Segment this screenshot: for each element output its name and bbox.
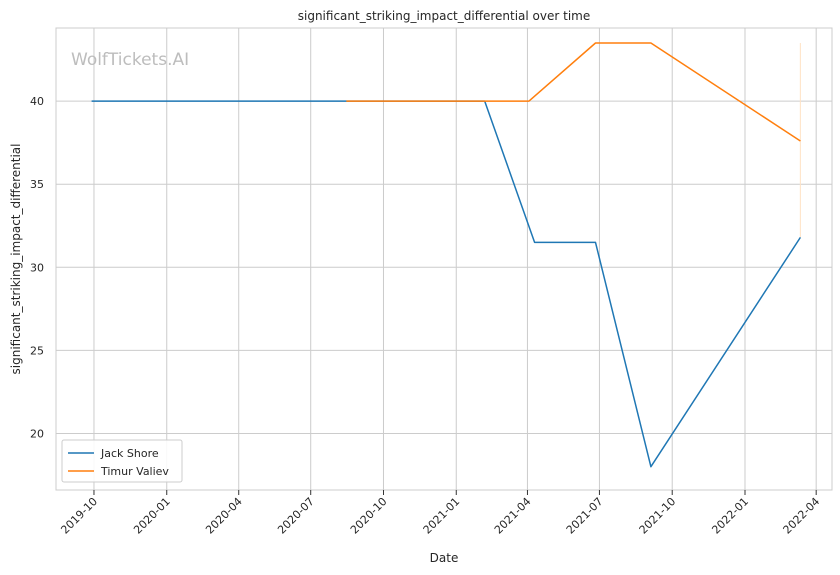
y-axis-label: significant_striking_impact_differential <box>9 144 23 375</box>
y-ticks: 20 25 30 35 40 <box>30 95 44 440</box>
x-tick-label: 2020-04 <box>203 495 245 537</box>
x-tick-label: 2020-10 <box>348 495 390 537</box>
plot-area <box>55 27 833 491</box>
x-tick-label: 2021-10 <box>637 495 679 537</box>
x-tick-label: 2020-07 <box>275 495 317 537</box>
x-tick-label: 2022-04 <box>781 495 823 537</box>
legend-label: Timur Valiev <box>100 465 169 478</box>
x-tick-label: 2021-04 <box>492 495 534 537</box>
x-tick-label: 2022-01 <box>709 495 751 537</box>
x-axis-label: Date <box>430 551 459 565</box>
watermark: WolfTickets.AI <box>71 50 189 70</box>
x-tick-label: 2021-07 <box>564 495 606 537</box>
series-line-1 <box>346 42 801 142</box>
chart-title: significant_striking_impact_differential… <box>298 9 590 23</box>
y-tick-label: 40 <box>30 95 44 108</box>
x-tick-label: 2020-01 <box>131 495 173 537</box>
x-tick-label: 2021-01 <box>421 495 463 537</box>
y-tick-label: 20 <box>30 427 44 440</box>
y-tick-label: 30 <box>30 261 44 274</box>
grid <box>56 28 832 490</box>
legend: Jack Shore Timur Valiev <box>61 439 183 483</box>
x-ticks: 2019-10 2020-01 2020-04 2020-07 2020-10 2021-… <box>58 490 822 537</box>
y-tick-label: 25 <box>30 344 44 357</box>
legend-label: Jack Shore <box>100 447 159 460</box>
series-group <box>91 42 802 468</box>
x-tick-label: 2019-10 <box>58 495 100 537</box>
y-tick-label: 35 <box>30 178 44 191</box>
